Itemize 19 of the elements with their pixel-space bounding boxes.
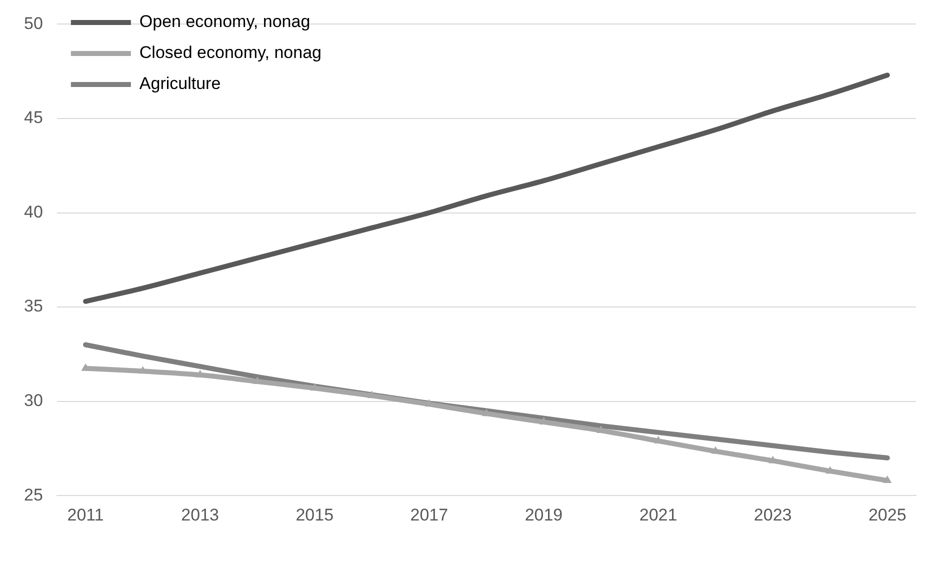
legend-label: Agriculture: [139, 74, 221, 94]
y-tick-label: 45: [24, 108, 43, 128]
legend-label: Open economy, nonag: [139, 12, 310, 32]
x-tick-label: 2015: [296, 505, 334, 524]
x-tick-label: 2019: [524, 505, 563, 524]
x-tick-label: 2013: [181, 505, 220, 524]
point: [138, 366, 148, 374]
x-tick-label: 2021: [639, 505, 678, 524]
y-tick-label: 50: [24, 14, 43, 33]
x-tick-label: 2025: [868, 505, 906, 524]
legend-label: Closed economy, nonag: [139, 43, 322, 62]
y-tick-label: 25: [24, 485, 43, 504]
y-tick-label: 40: [24, 202, 43, 222]
y-tick-label: 35: [24, 296, 43, 316]
x-tick-label: 2011: [67, 505, 104, 524]
y-tick-label: 30: [24, 391, 43, 410]
x-tick-label: 2017: [410, 505, 448, 524]
x-tick-label: 2023: [754, 505, 792, 524]
point: [883, 476, 892, 484]
